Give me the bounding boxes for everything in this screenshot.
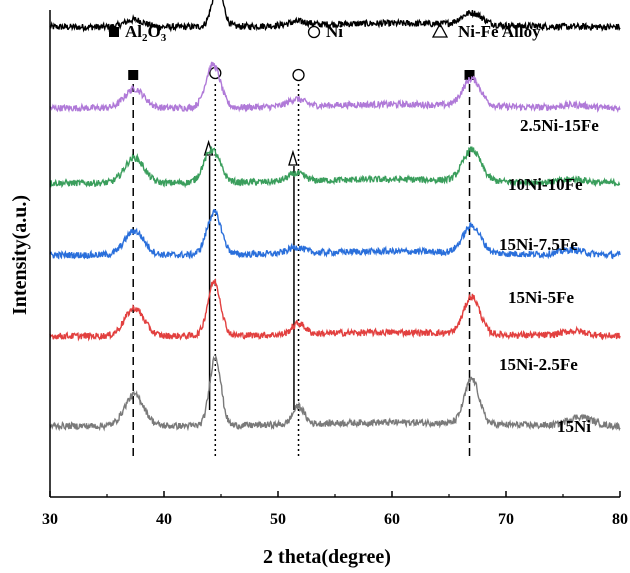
- series-label-2-5ni-15fe: 2.5Ni-15Fe: [520, 116, 599, 135]
- legend-marker-nife-icon: [431, 22, 449, 38]
- ni-fe-alloy-marker-icon: [288, 149, 298, 166]
- trace-2-5ni-15fe: [49, 0, 621, 33]
- trace-15ni-2-5fe: [49, 278, 621, 342]
- x-axis-label: 2 theta(degree): [263, 546, 391, 568]
- trace-15ni-7-5fe: [49, 146, 621, 189]
- al2o3-marker-icon: [128, 70, 139, 80]
- series-label-15ni: 15Ni: [557, 417, 591, 436]
- x-tick-label-30: 30: [42, 511, 58, 528]
- legend-marker-ni-icon: [307, 25, 321, 39]
- ni-marker-icon: [292, 68, 305, 82]
- series-label-15ni-7-5fe: 15Ni-7.5Fe: [499, 235, 578, 254]
- series-labels: 2.5Ni-15Fe 10Ni-10Fe 15Ni-7.5Fe 15Ni-5Fe 15N…: [499, 116, 599, 436]
- trace-15ni: [49, 354, 621, 432]
- x-tick-label-50: 50: [270, 511, 286, 528]
- al2o3-marker-icon: [464, 70, 475, 80]
- trace-10ni-10fe: [49, 61, 621, 113]
- legend-marker-al2o3-icon: [109, 27, 119, 37]
- x-tick-label-60: 60: [384, 511, 400, 528]
- series-label-15ni-5fe: 15Ni-5Fe: [508, 288, 575, 307]
- reference-lines: [128, 66, 475, 457]
- x-tick-label-80: 80: [612, 511, 628, 528]
- trace-15ni-5fe: [49, 208, 621, 260]
- x-tick-label-40: 40: [156, 511, 172, 528]
- series-label-10ni-10fe: 10Ni-10Fe: [508, 175, 583, 194]
- x-tick-label-70: 70: [498, 511, 514, 528]
- traces: [49, 0, 621, 432]
- y-axis-label: Intensity(a.u.): [9, 195, 31, 315]
- series-label-15ni-2-5fe: 15Ni-2.5Fe: [499, 355, 578, 374]
- x-ticks: 30 40 50 60 70 80: [42, 491, 628, 528]
